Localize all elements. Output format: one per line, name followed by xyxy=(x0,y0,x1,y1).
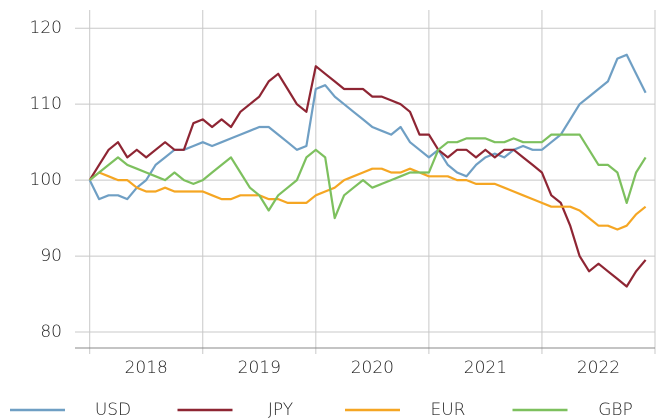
legend-label: GBP xyxy=(598,400,633,419)
series-line xyxy=(88,65,647,288)
x-tick-label: 2021 xyxy=(464,358,507,378)
series-line xyxy=(88,53,647,201)
series-line xyxy=(89,167,647,231)
y-tick-label: 120 xyxy=(30,18,62,38)
y-tick-label: 80 xyxy=(40,322,62,342)
legend-label: USD xyxy=(95,400,131,419)
x-tick-label: 2022 xyxy=(577,358,620,378)
series-line xyxy=(89,133,647,220)
legend-label: EUR xyxy=(431,400,466,419)
y-tick-label: 110 xyxy=(30,94,62,114)
y-tick-label: 100 xyxy=(30,170,62,190)
y-tick-label: 90 xyxy=(40,246,62,266)
x-tick-label: 2020 xyxy=(351,358,394,378)
legend-label: JPY xyxy=(268,400,293,419)
x-tick-label: 2018 xyxy=(125,358,168,378)
x-tick-label: 2019 xyxy=(238,358,281,378)
